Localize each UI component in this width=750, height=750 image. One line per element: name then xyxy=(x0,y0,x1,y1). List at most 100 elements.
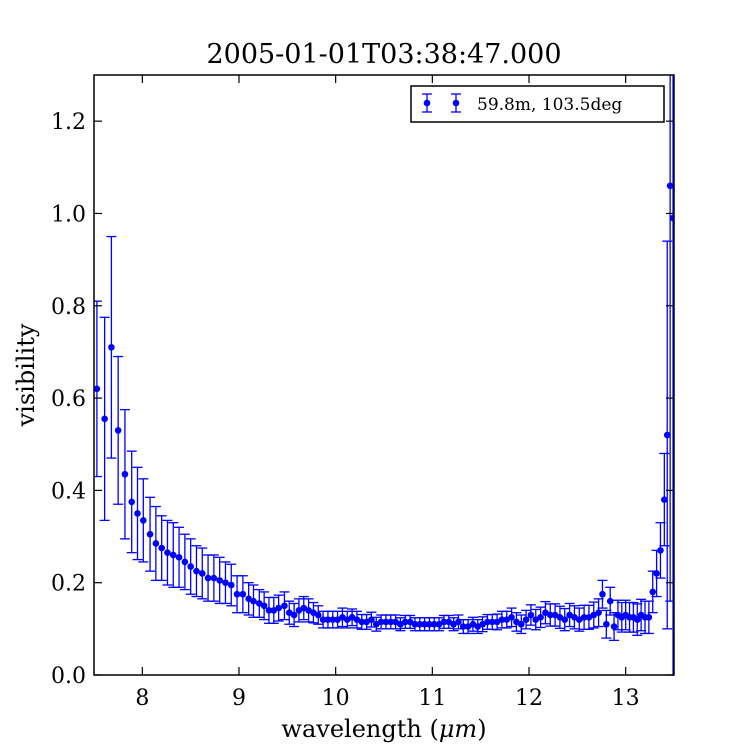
data-point xyxy=(516,614,527,635)
data-marker xyxy=(421,620,428,628)
data-point xyxy=(191,545,202,598)
data-point xyxy=(99,316,110,522)
data-marker xyxy=(484,618,491,626)
data-marker xyxy=(645,614,653,621)
x-axis-label: wavelength (μm) xyxy=(281,715,486,743)
data-marker xyxy=(233,590,241,598)
data-marker xyxy=(537,614,544,621)
ticks-layer: 8 9 10 11 12 13 0.0 0.2 0.4 0.6 0.8 1.0 1.2 xyxy=(51,75,674,711)
data-point xyxy=(106,235,117,459)
data-point xyxy=(583,604,594,630)
data-marker xyxy=(175,554,183,561)
legend: 59.8m, 103.5deg xyxy=(410,85,665,123)
data-point xyxy=(521,609,532,630)
data-marker xyxy=(94,385,101,393)
data-point xyxy=(220,561,231,605)
data-marker xyxy=(633,616,641,623)
data-marker xyxy=(387,618,395,626)
data-marker xyxy=(377,618,385,626)
data-marker xyxy=(368,616,375,623)
data-marker xyxy=(382,618,390,626)
data-point xyxy=(366,611,377,628)
data-point xyxy=(605,586,616,616)
data-point xyxy=(126,450,137,554)
data-point xyxy=(506,607,517,628)
data-marker xyxy=(222,579,229,586)
data-point xyxy=(145,496,156,572)
x-tick-label: 12 xyxy=(515,686,543,711)
y-tick-label: 0.8 xyxy=(51,295,86,320)
data-point xyxy=(313,605,324,625)
y-tick-label: 0.4 xyxy=(51,479,86,504)
data-marker xyxy=(227,581,235,589)
data-marker xyxy=(146,530,154,538)
data-marker xyxy=(606,597,614,605)
data-marker xyxy=(152,540,160,547)
data-marker xyxy=(669,214,674,222)
data-marker xyxy=(488,618,496,626)
data-point xyxy=(150,505,161,582)
data-point xyxy=(179,533,190,591)
data-marker xyxy=(595,609,602,616)
data-point xyxy=(226,563,237,607)
data-point xyxy=(259,591,270,621)
data-marker xyxy=(281,602,288,610)
data-marker xyxy=(101,415,108,423)
data-marker xyxy=(508,614,515,621)
data-point xyxy=(248,584,259,618)
data-point xyxy=(655,522,666,579)
data-point xyxy=(162,519,173,586)
legend-marker xyxy=(422,93,461,113)
data-marker xyxy=(416,620,424,628)
legend-dot xyxy=(423,99,431,107)
data-marker xyxy=(522,616,530,623)
data-marker xyxy=(121,470,129,478)
data-marker xyxy=(134,510,141,517)
data-point xyxy=(208,554,219,602)
data-point xyxy=(94,300,102,478)
data-marker xyxy=(401,618,409,626)
x-axis-label-prefix: wavelength ( xyxy=(281,715,438,743)
data-point xyxy=(669,75,674,675)
data-point xyxy=(574,607,585,632)
data-marker xyxy=(603,620,610,628)
data-point xyxy=(132,466,143,561)
data-point xyxy=(597,579,608,609)
data-marker xyxy=(275,604,282,612)
y-tick-label: 0.2 xyxy=(51,572,86,597)
data-marker xyxy=(216,577,223,584)
data-marker xyxy=(599,590,606,598)
data-marker xyxy=(329,616,337,623)
x-tick-label: 8 xyxy=(135,686,149,711)
data-marker xyxy=(663,431,671,439)
data-point xyxy=(168,522,179,588)
data-marker xyxy=(440,618,448,626)
data-marker xyxy=(250,597,257,605)
data-marker xyxy=(265,607,273,614)
data-marker xyxy=(580,614,588,621)
data-point xyxy=(203,554,214,602)
data-point xyxy=(254,588,265,618)
data-marker xyxy=(260,602,268,610)
x-tick-label: 9 xyxy=(232,686,246,711)
data-marker xyxy=(290,611,298,619)
data-marker xyxy=(455,618,462,626)
data-point xyxy=(119,408,130,540)
data-marker xyxy=(358,618,366,626)
data-marker xyxy=(610,623,618,630)
data-marker xyxy=(108,344,115,351)
data-marker xyxy=(319,616,327,623)
data-marker xyxy=(158,544,165,552)
data-marker xyxy=(661,496,668,503)
y-tick-label: 0.6 xyxy=(51,387,86,412)
legend-label: 59.8m, 103.5deg xyxy=(477,95,622,115)
data-point xyxy=(174,526,185,588)
data-marker xyxy=(426,620,433,628)
data-point xyxy=(156,515,167,582)
data-marker xyxy=(210,574,218,582)
x-tick-label: 10 xyxy=(322,686,350,711)
data-marker xyxy=(187,563,194,570)
x-tick-label: 11 xyxy=(418,686,446,711)
data-point xyxy=(647,570,658,614)
